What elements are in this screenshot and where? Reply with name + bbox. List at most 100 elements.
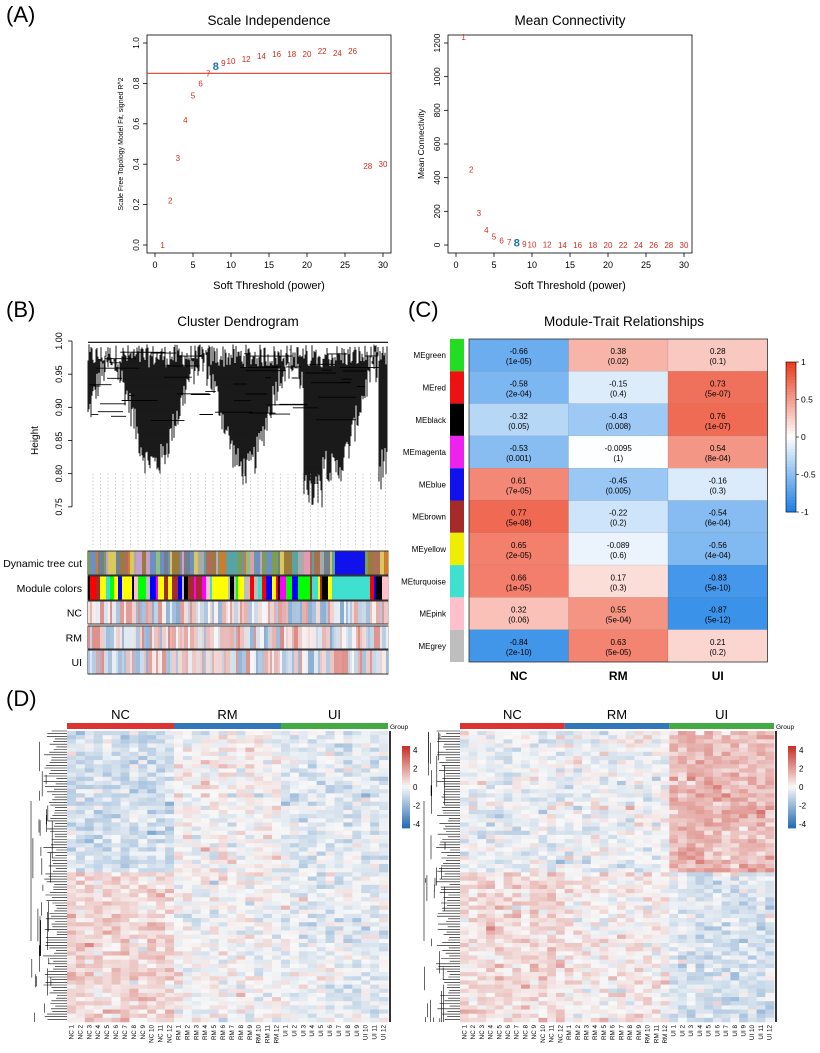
heatmap-cell <box>67 805 77 811</box>
heatmap-cell <box>156 872 166 877</box>
heatmap-cell <box>625 760 635 765</box>
heatmap-cell <box>147 868 157 873</box>
heatmap-cell <box>93 888 103 894</box>
heatmap-cell <box>182 755 193 761</box>
heatmap-cell <box>165 992 175 998</box>
heatmap-cell <box>582 809 592 815</box>
heatmap-cell <box>503 868 513 873</box>
heatmap-cell <box>93 967 103 973</box>
track-segment <box>128 551 131 575</box>
heatmap-cell <box>765 797 775 802</box>
heatmap-cell <box>156 963 166 969</box>
heatmap-cell <box>307 743 317 748</box>
track-segment <box>98 601 101 624</box>
heatmap-cell <box>695 909 705 915</box>
heatmap-cell <box>547 785 557 790</box>
heatmap-cell <box>209 839 219 844</box>
heatmap-cell <box>379 851 389 857</box>
x-tick-label: 25 <box>340 260 350 270</box>
heatmap-cell <box>721 739 731 744</box>
heatmap-cell <box>75 839 86 844</box>
heatmap-cell <box>625 822 635 827</box>
heatmap-cell <box>477 839 487 844</box>
heatmap-cell <box>538 843 548 848</box>
heatmap-cell <box>254 793 264 798</box>
heatmap-cell <box>191 1013 202 1019</box>
heatmap-cell <box>67 851 77 857</box>
column-label: RM <box>609 669 628 683</box>
heatmap-cell <box>521 743 531 748</box>
heatmap-cell <box>334 768 344 773</box>
heatmap-cell <box>695 847 705 852</box>
heatmap-cell <box>209 980 219 985</box>
heatmap-cell <box>747 739 757 744</box>
heatmap-cell <box>325 743 335 748</box>
heatmap-cell <box>289 760 300 765</box>
heatmap-cell <box>538 876 548 881</box>
heatmap-cell <box>316 967 326 973</box>
heatmap-cell <box>147 905 157 911</box>
heatmap-cell <box>334 934 344 940</box>
heatmap-cell <box>129 1009 139 1014</box>
track-segment <box>188 626 191 649</box>
heatmap-cell <box>245 834 255 840</box>
heatmap-cell <box>361 859 371 865</box>
heatmap-cell <box>352 764 362 769</box>
heatmap-cell <box>599 805 609 811</box>
heatmap-cell <box>564 772 574 778</box>
heatmap-cell <box>486 876 496 881</box>
heatmap-cell <box>468 913 478 919</box>
heatmap-cell <box>460 755 470 761</box>
heatmap-cell <box>599 739 609 744</box>
heatmap-cell <box>165 997 175 1002</box>
heatmap-cell <box>608 830 618 836</box>
heatmap-cell <box>660 897 670 902</box>
heatmap-cell <box>236 913 246 919</box>
heatmap-cell <box>182 963 193 969</box>
heatmap-cell <box>660 859 670 865</box>
heatmap-cell <box>129 764 139 769</box>
track-segment <box>306 626 309 649</box>
heatmap-cell <box>120 1005 130 1010</box>
heatmap-cell <box>625 768 635 773</box>
heatmap-cell <box>361 930 371 935</box>
heatmap-cell <box>643 839 653 844</box>
heatmap-cell <box>236 967 246 973</box>
heatmap-cell <box>191 809 202 815</box>
heatmap-cell <box>174 818 184 823</box>
heatmap-cell <box>84 926 95 931</box>
heatmap-cell <box>182 934 193 940</box>
heatmap-cell <box>263 901 273 906</box>
heatmap-cell <box>695 897 705 902</box>
heatmap-cell <box>739 797 749 802</box>
heatmap-cell <box>84 1013 95 1019</box>
heatmap-cell <box>138 747 148 753</box>
heatmap-cell <box>236 834 246 840</box>
heatmap-cell <box>704 851 714 857</box>
heatmap-cell <box>298 743 309 748</box>
heatmap-cell <box>174 814 184 819</box>
track-segment <box>162 650 167 674</box>
heatmap-cell <box>634 893 644 898</box>
heatmap-cell <box>272 847 282 852</box>
heatmap-cell <box>660 731 670 736</box>
heatmap-cell <box>281 1013 291 1019</box>
heatmap-cell <box>174 888 184 894</box>
heatmap-cell <box>227 955 237 960</box>
heatmap-cell <box>191 797 202 802</box>
heatmap-cell <box>494 880 504 886</box>
heatmap-cell <box>245 847 255 852</box>
heatmap-cell <box>686 897 696 902</box>
heatmap-cell <box>582 872 592 877</box>
heatmap-cell <box>281 747 291 753</box>
colorbar-segment <box>402 778 410 782</box>
heatmap-cell <box>182 760 193 765</box>
heatmap-cell <box>334 855 344 861</box>
heatmap-cell <box>503 834 513 840</box>
heatmap-cell <box>590 772 600 778</box>
heatmap-cell <box>182 938 193 944</box>
heatmap-cell <box>608 839 618 844</box>
heatmap-cell <box>111 851 121 857</box>
heatmap-cell <box>756 809 766 815</box>
